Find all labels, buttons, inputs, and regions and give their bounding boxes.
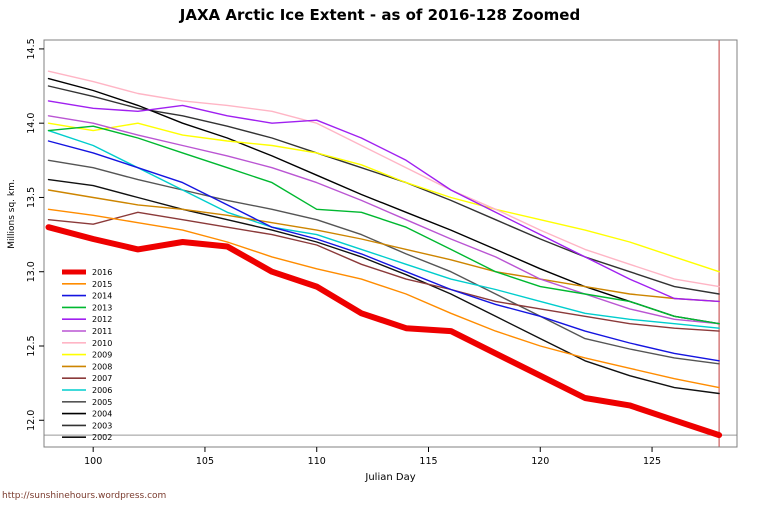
y-tick-label: 12.5: [26, 335, 37, 356]
x-tick-label: 100: [84, 456, 102, 467]
series-line-2014: [47, 140, 720, 362]
legend-label-2015: 2015: [92, 280, 112, 289]
series-line-2012: [47, 100, 720, 303]
legend-label-2012: 2012: [92, 315, 112, 324]
legend-label-2014: 2014: [92, 292, 112, 301]
legend-label-2016: 2016: [92, 268, 112, 277]
y-tick-label: 14.5: [26, 38, 37, 59]
y-tick-label: 14.0: [26, 113, 37, 134]
series-line-2003: [47, 85, 720, 295]
legend-label-2004: 2004: [92, 410, 112, 419]
series-line-2015: [47, 208, 720, 389]
x-tick-label: 120: [531, 456, 549, 467]
series-line-2013: [47, 125, 720, 325]
legend-label-2009: 2009: [92, 351, 112, 360]
y-tick-label: 13.5: [26, 187, 37, 208]
series-line-2006: [47, 129, 720, 329]
legend-label-2010: 2010: [92, 339, 112, 348]
series-line-2002: [47, 178, 720, 395]
series-line-2007: [47, 211, 720, 332]
series-line-2011: [47, 115, 720, 325]
series-line-2010: [47, 70, 720, 288]
legend-label-2007: 2007: [92, 374, 112, 383]
series-line-2004: [47, 77, 720, 325]
y-axis-label: Millions sq. km.: [7, 179, 17, 249]
series-line-2016: [45, 224, 723, 439]
y-tick-label: 13.0: [26, 261, 37, 282]
legend-label-2008: 2008: [92, 362, 112, 371]
legend-label-2003: 2003: [92, 421, 112, 430]
legend-label-2005: 2005: [92, 398, 112, 407]
x-tick-label: 110: [308, 456, 326, 467]
source-url: http://sunshinehours.wordpress.com: [2, 491, 167, 501]
legend-label-2006: 2006: [92, 386, 112, 395]
x-tick-label: 125: [643, 456, 661, 467]
series-line-2008: [47, 189, 720, 303]
plot-border: [43, 39, 738, 448]
x-tick-label: 115: [419, 456, 437, 467]
legend-label-2002: 2002: [92, 433, 112, 442]
x-axis-label: Julian Day: [365, 472, 416, 483]
series-line-2005: [47, 159, 720, 365]
legend-label-2011: 2011: [92, 327, 112, 336]
series-line-2009: [47, 122, 720, 273]
x-tick-label: 105: [196, 456, 214, 467]
y-tick-label: 12.0: [26, 410, 37, 431]
legend-label-2013: 2013: [92, 303, 112, 312]
chart-title: JAXA Arctic Ice Extent - as of 2016-128 …: [179, 6, 581, 24]
